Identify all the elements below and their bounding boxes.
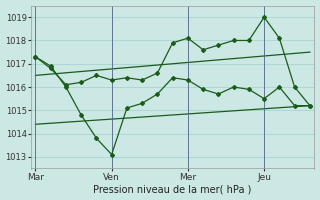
X-axis label: Pression niveau de la mer( hPa ): Pression niveau de la mer( hPa ) bbox=[93, 184, 252, 194]
